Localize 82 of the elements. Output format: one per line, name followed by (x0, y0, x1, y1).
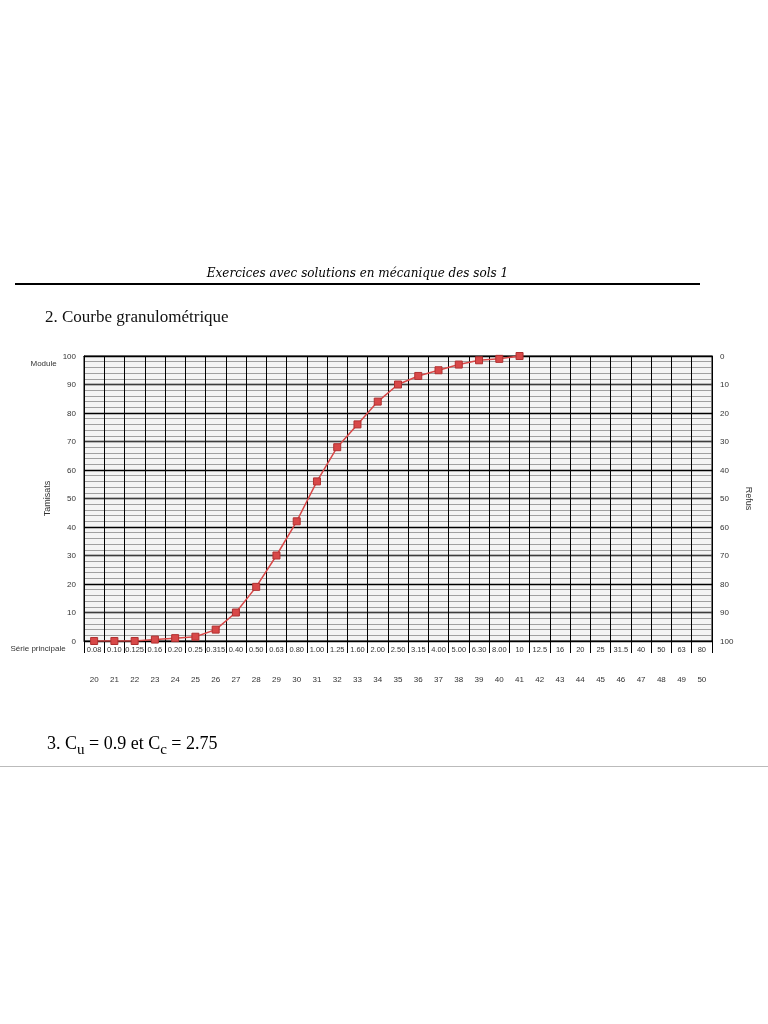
x2-tick-label: 20 (89, 674, 100, 684)
chart-title: 2. Courbe granulométrique (45, 307, 229, 326)
y2-tick-label: 30 (720, 437, 730, 446)
x2-tick-label: 31 (312, 674, 322, 684)
point (150, 635, 159, 644)
x2-tick-label: 30 (292, 674, 302, 684)
y2-tick-label: 0 (720, 351, 725, 361)
point (515, 352, 524, 360)
x2-tick-label: 24 (170, 674, 181, 684)
point (90, 637, 99, 645)
y-tick-label: 90 (67, 380, 77, 389)
y-tick-label: 30 (67, 551, 77, 560)
x2-axis-title: Module (30, 358, 58, 368)
point (333, 443, 342, 452)
y2-tick-label: 80 (720, 579, 730, 589)
y-tick-label: 10 (67, 608, 77, 617)
point (312, 477, 321, 486)
x2-tick-label: 32 (332, 674, 343, 684)
x2-tick-label: 22 (130, 674, 140, 684)
y-tick-label: 80 (67, 408, 77, 418)
point (394, 380, 402, 389)
y2-tick-label: 20 (720, 408, 730, 418)
y2-tick-label: 10 (720, 380, 730, 389)
x2-tick-label: 42 (535, 674, 545, 684)
x2-tick-label: 41 (515, 674, 525, 684)
x2-tick-label: 36 (413, 674, 424, 684)
x2-tick-label: 21 (109, 674, 120, 684)
y-tick-label: 100 (62, 351, 77, 361)
x2-tick-label: 49 (677, 674, 687, 684)
x2-tick-label: 38 (454, 674, 464, 684)
y2-tick-label: 60 (720, 522, 730, 532)
point (353, 420, 362, 429)
x2-tick-label: 23 (150, 674, 160, 684)
x2-tick-label: 28 (251, 674, 262, 684)
point (252, 582, 261, 591)
y-tick-label: 60 (67, 465, 77, 475)
y2-axis-title: Refus (743, 486, 754, 511)
point (373, 397, 382, 406)
y-tick-label: 50 (67, 494, 77, 503)
x-axis-title: Série principale (10, 643, 67, 653)
point (191, 632, 200, 641)
text: Exercices avec solutions en mécanique des sols 1 (15, 266, 700, 285)
point (434, 366, 443, 375)
point (454, 360, 463, 369)
point (495, 354, 504, 363)
y2-tick-label: 50 (720, 494, 730, 503)
y-tick-label: 0 (71, 636, 77, 646)
point (475, 356, 484, 365)
point (171, 634, 180, 643)
point (130, 637, 139, 645)
x2-tick-label: 37 (434, 674, 444, 684)
x2-tick-label: 40 (494, 674, 505, 684)
y-tick-label: 20 (67, 579, 77, 589)
x2-tick-label: 35 (393, 674, 403, 684)
y-tick-label: 40 (67, 522, 77, 532)
x2-tick-label: 26 (211, 674, 221, 684)
x2-tick-label: 45 (596, 674, 606, 684)
text: 3. C$_{u}$ = 0.9 et C$_{c}$ = 2.75 (0, 733, 768, 767)
x2-tick-label: 47 (636, 674, 647, 684)
point (110, 637, 119, 645)
point (414, 371, 423, 380)
y2-tick-label: 100 (720, 636, 734, 646)
y2-tick-label: 90 (720, 608, 730, 617)
x2-tick-label: 50 (697, 674, 707, 684)
point (292, 517, 301, 526)
x2-tick-label: 27 (231, 674, 241, 684)
x2-tick-label: 46 (616, 674, 626, 684)
x2-tick-label: 34 (373, 674, 383, 684)
x2-tick-label: 25 (190, 674, 201, 684)
y2-tick-label: 70 (720, 551, 730, 560)
point (211, 625, 220, 634)
x2-tick-label: 29 (272, 674, 282, 684)
point (272, 551, 281, 560)
x2-tick-label: 43 (555, 674, 566, 684)
y-tick-label: 70 (67, 437, 77, 446)
y2-tick-label: 40 (720, 465, 730, 475)
x2-tick-label: 33 (353, 674, 363, 684)
y-axis-title: Tamisats (42, 480, 53, 517)
x2-tick-label: 48 (656, 674, 667, 684)
x2-tick-label: 44 (575, 674, 586, 684)
point (231, 608, 240, 617)
x2-tick-label: 39 (474, 674, 485, 684)
